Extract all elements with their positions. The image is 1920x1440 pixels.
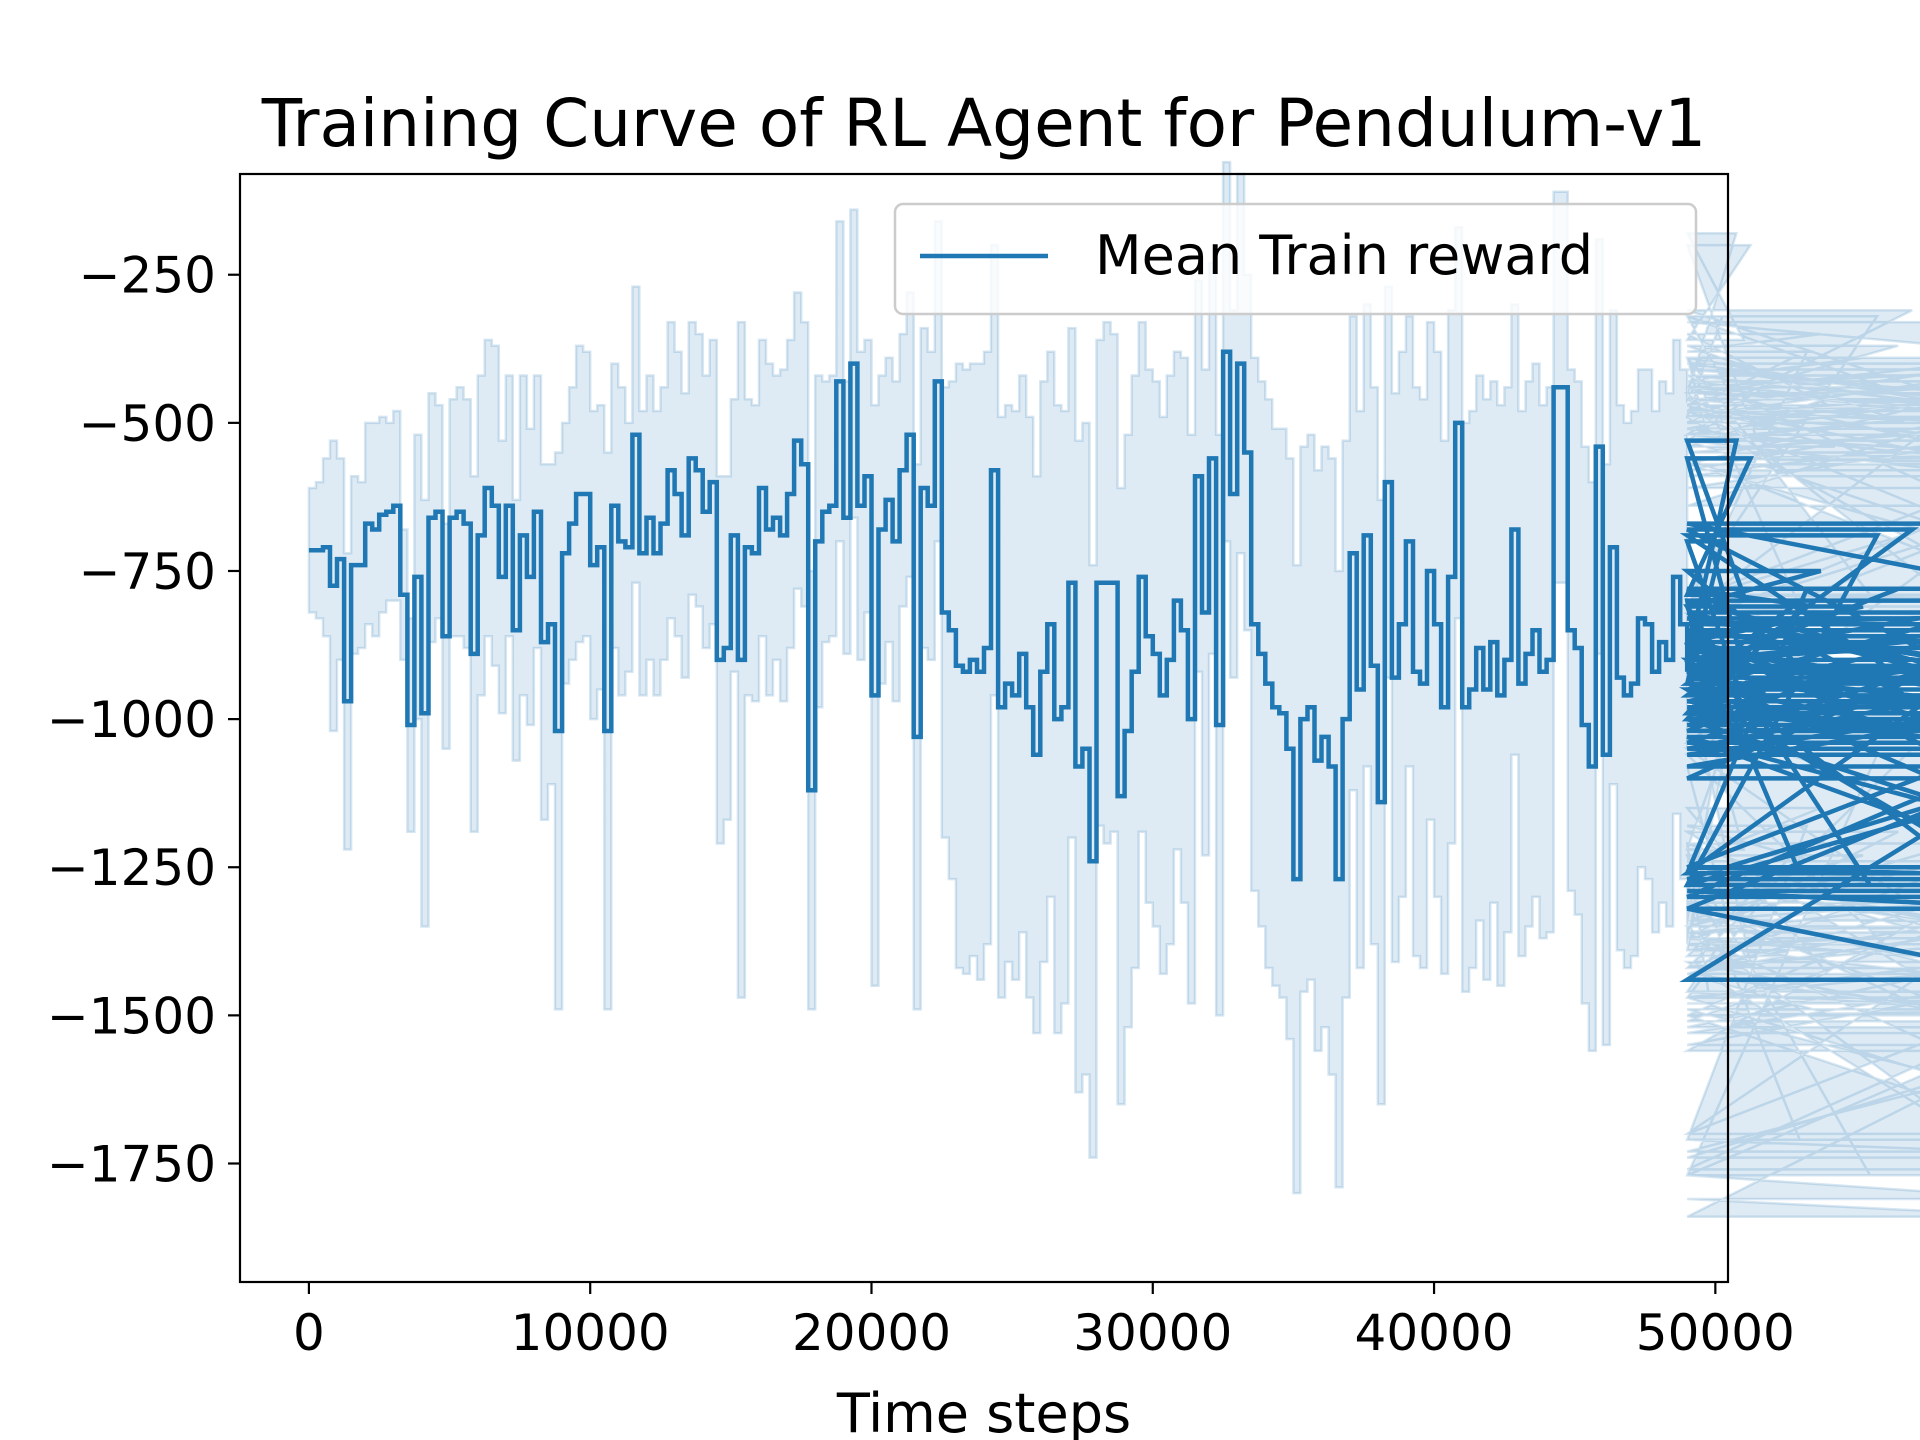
series-line-mean-train-reward	[308, 349, 1920, 983]
y-axis: −250 −500 −750 −1000 −1250 −1500 −1750	[47, 247, 240, 1193]
x-tick-label: 10000	[511, 1304, 670, 1362]
y-tick-label: −1750	[47, 1135, 216, 1193]
legend-box	[893, 202, 1698, 316]
x-tick-label: 30000	[1073, 1304, 1232, 1362]
plot-area	[307, 160, 1920, 1219]
legend-label: Mean Train reward	[1095, 224, 1593, 287]
x-tick-label: 0	[293, 1304, 325, 1362]
x-tick-label: 20000	[792, 1304, 951, 1362]
chart-title: Training Curve of RL Agent for Pendulum-…	[261, 85, 1707, 162]
x-axis: 0 10000 20000 30000 40000 50000	[293, 1282, 1795, 1362]
y-tick-label: −750	[79, 543, 216, 601]
axes-frame	[238, 172, 1730, 1284]
y-tick-label: −1250	[47, 839, 216, 897]
legend: Mean Train reward	[893, 202, 1698, 316]
x-tick-label: 50000	[1636, 1304, 1795, 1362]
y-tick-label: −1500	[47, 987, 216, 1045]
y-tick-label: −1000	[47, 691, 216, 749]
x-axis-label: Time steps	[836, 1382, 1131, 1440]
y-tick-label: −250	[79, 247, 216, 305]
confidence-band	[307, 160, 1920, 1219]
x-tick-label: 40000	[1355, 1304, 1514, 1362]
y-tick-label: −500	[79, 395, 216, 453]
